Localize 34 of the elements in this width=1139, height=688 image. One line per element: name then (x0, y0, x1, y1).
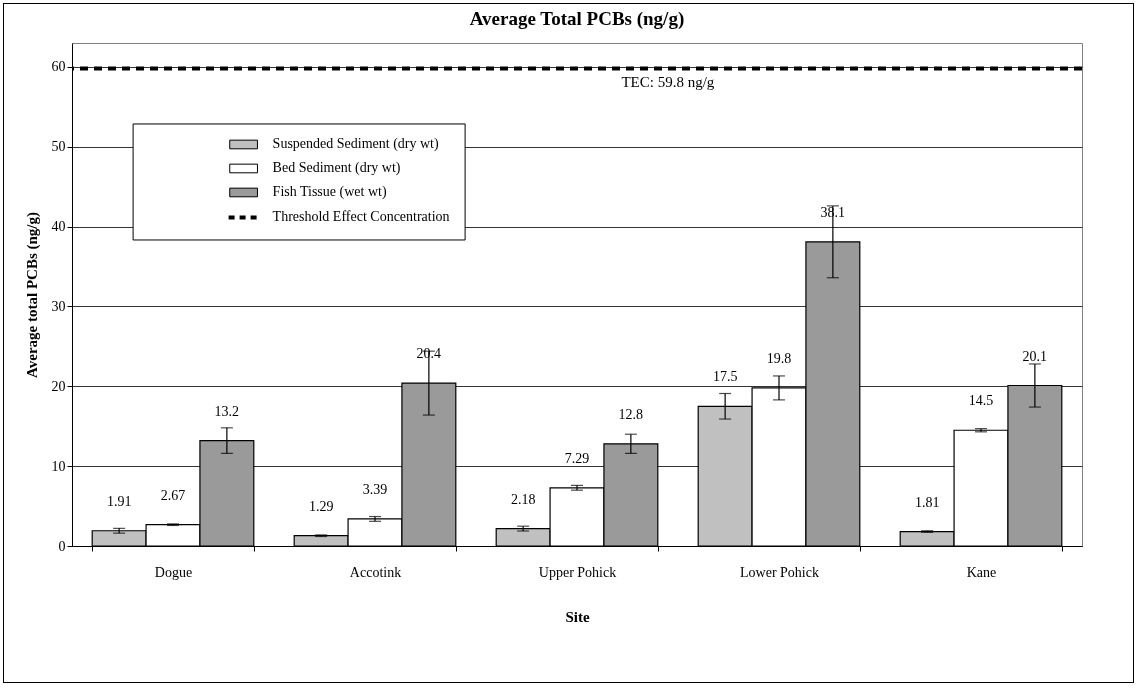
y-tick-label: 50 (51, 139, 66, 155)
y-tick-label: 10 (51, 458, 66, 474)
data-label: 20.1 (1022, 348, 1048, 364)
y-tick-label: 30 (51, 298, 66, 314)
data-label: 1.29 (308, 498, 334, 514)
annotation: TEC: 59.8 ng/g (621, 73, 715, 90)
data-label: 2.18 (510, 491, 536, 507)
x-tick-label: Upper Pohick (538, 564, 617, 580)
x-axis-title: Site (565, 608, 590, 625)
data-label: 20.4 (416, 346, 442, 362)
y-tick-label: 20 (51, 378, 66, 394)
legend-label: Threshold Effect Concentration (272, 209, 450, 225)
x-tick-label: Lower Pohick (740, 564, 819, 580)
y-axis-title: Average total PCBs (ng/g) (23, 212, 41, 378)
chart-title: Average Total PCBs (ng/g) (469, 8, 685, 30)
data-label: 17.5 (712, 369, 738, 385)
legend-label: Fish Tissue (wet wt) (272, 184, 387, 201)
legend-label: Bed Sediment (dry wt) (272, 160, 401, 177)
data-label: 12.8 (618, 406, 644, 422)
x-tick-label: Accotink (349, 564, 402, 580)
data-label: 13.2 (214, 403, 240, 419)
data-label: 1.91 (106, 493, 132, 509)
data-label: 7.29 (564, 450, 590, 466)
data-label: 1.81 (914, 494, 940, 510)
legend-label: Suspended Sediment (dry wt) (272, 136, 439, 153)
data-label: 14.5 (968, 393, 994, 409)
x-tick-label: Kane (966, 564, 997, 580)
y-tick-label: 40 (51, 219, 66, 235)
y-tick-label: 0 (58, 538, 66, 554)
data-label: 2.67 (160, 487, 186, 503)
x-tick-label: Dogue (154, 564, 193, 580)
data-label: 3.39 (362, 481, 388, 497)
y-tick-label: 60 (51, 59, 66, 75)
data-label: 19.8 (766, 350, 792, 366)
